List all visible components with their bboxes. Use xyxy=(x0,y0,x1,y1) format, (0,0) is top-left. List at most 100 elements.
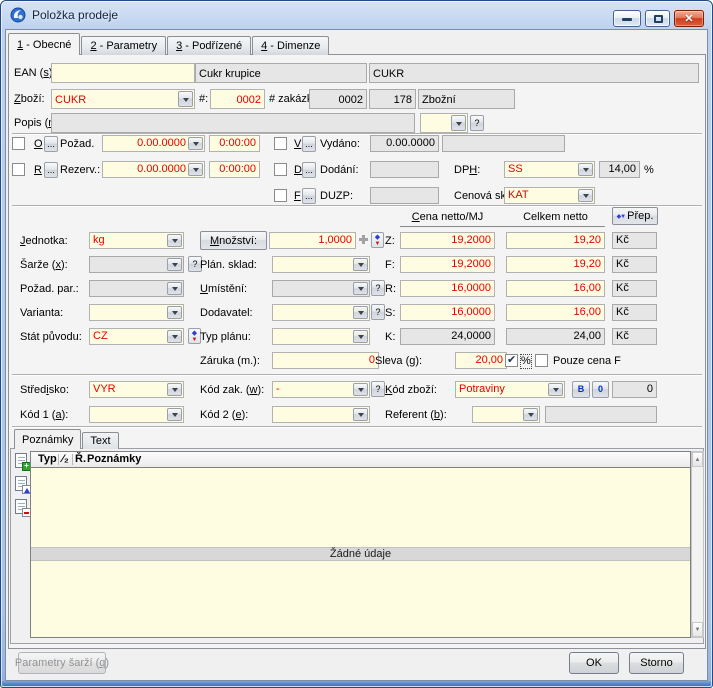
chevron-down-icon[interactable] xyxy=(167,258,182,271)
delivery-ellipsis-button[interactable]: ... xyxy=(302,162,316,178)
chevron-down-icon[interactable] xyxy=(548,383,563,396)
cancel-button[interactable]: Storno xyxy=(629,652,684,674)
price-group-combo[interactable]: KAT xyxy=(504,187,595,204)
chevron-down-icon[interactable] xyxy=(353,330,368,343)
price-s-unit-input[interactable]: 16,0000 xyxy=(400,304,495,321)
ean-input[interactable] xyxy=(51,63,195,83)
delete-note-button[interactable] xyxy=(14,499,31,517)
plan-type-combo[interactable] xyxy=(272,328,370,345)
vat-combo[interactable]: SS xyxy=(504,161,595,178)
price-z-total-input[interactable]: 19,20 xyxy=(506,232,605,249)
tab-poznamky[interactable]: Poznámky xyxy=(14,429,82,449)
minimize-button[interactable] xyxy=(613,10,641,27)
chevron-down-icon[interactable] xyxy=(167,383,182,396)
chevron-down-icon[interactable] xyxy=(578,189,593,202)
column-header-half[interactable]: ⁄₂ xyxy=(62,453,69,465)
warranty-input[interactable]: 0 xyxy=(272,352,379,369)
required-date-combo[interactable]: 0.00.0000 xyxy=(102,135,205,152)
notes-table[interactable]: Typ ⁄₂ Ř. Poznámky Žádné údaje xyxy=(30,451,691,638)
delivery-checkbox[interactable] xyxy=(274,163,287,176)
scroll-down-button[interactable]: ▼ xyxy=(692,622,703,637)
description-combo[interactable] xyxy=(420,113,468,133)
cost-center-combo[interactable]: VYR xyxy=(89,381,184,398)
product-combo[interactable]: CUKR xyxy=(51,89,195,109)
goods-code-b-button[interactable]: B xyxy=(572,381,590,398)
recalculate-button[interactable]: Přep. xyxy=(612,207,658,225)
tab-text[interactable]: Text xyxy=(82,432,119,449)
issued-checkbox[interactable] xyxy=(274,137,287,150)
required-checkbox[interactable] xyxy=(12,137,25,150)
tab-podrizene[interactable]: 3 - Podřízené xyxy=(167,36,252,55)
chevron-down-icon[interactable] xyxy=(451,115,466,131)
tab-dimenze[interactable]: 4 - Dimenze xyxy=(252,36,330,55)
notes-scrollbar[interactable]: ▲ ▼ xyxy=(691,451,704,638)
ok-button[interactable]: OK xyxy=(569,652,619,674)
required-ellipsis-button[interactable]: ... xyxy=(44,136,58,152)
reserved-time-input[interactable]: 0:00:00 xyxy=(209,161,260,178)
chevron-down-icon[interactable] xyxy=(167,330,182,343)
discount-input[interactable]: 20,00 xyxy=(455,352,507,369)
location-help-button[interactable]: ? xyxy=(371,280,385,296)
edit-note-button[interactable] xyxy=(14,476,31,494)
notes-table-header[interactable]: Typ ⁄₂ Ř. Poznámky xyxy=(31,452,690,468)
sequence-input[interactable]: 0002 xyxy=(210,89,265,109)
chevron-down-icon[interactable] xyxy=(167,234,182,247)
chevron-down-icon[interactable] xyxy=(178,91,193,107)
chevron-down-icon[interactable] xyxy=(353,282,368,295)
duzp-checkbox[interactable] xyxy=(274,189,287,202)
chevron-down-icon[interactable] xyxy=(188,137,203,150)
column-header-typ[interactable]: Typ xyxy=(38,453,57,465)
close-button[interactable] xyxy=(674,10,704,27)
order-code-combo[interactable]: - xyxy=(272,381,370,398)
chevron-down-icon[interactable] xyxy=(353,383,368,396)
batch-help-button[interactable]: ? xyxy=(188,256,202,272)
price-r-total-input[interactable]: 16,00 xyxy=(506,280,605,297)
plan-warehouse-combo[interactable] xyxy=(272,256,370,273)
chevron-down-icon[interactable] xyxy=(353,408,368,421)
price-f-unit-input[interactable]: 19,2000 xyxy=(400,256,495,273)
only-price-f-checkbox[interactable] xyxy=(535,354,548,367)
code1-combo[interactable] xyxy=(89,406,184,423)
description-help-button[interactable]: ? xyxy=(470,115,484,131)
chevron-down-icon[interactable] xyxy=(167,282,182,295)
maximize-button[interactable] xyxy=(645,10,670,27)
chevron-down-icon[interactable] xyxy=(353,258,368,271)
chevron-down-icon[interactable] xyxy=(167,408,182,421)
price-f-total-input[interactable]: 19,20 xyxy=(506,256,605,273)
recalc-z-icon-button[interactable] xyxy=(371,232,384,248)
goods-code-combo[interactable]: Potraviny xyxy=(455,381,565,398)
goods-code-o-button[interactable]: 0 xyxy=(592,381,609,398)
column-header-poznamky[interactable]: Poznámky xyxy=(87,453,142,465)
tab-parametry[interactable]: 2 - Parametry xyxy=(81,36,167,55)
discount-percent-checkbox[interactable] xyxy=(505,353,518,367)
variant-combo[interactable] xyxy=(89,304,184,321)
required-time-input[interactable]: 0:00:00 xyxy=(209,135,260,152)
code2-combo[interactable] xyxy=(272,406,370,423)
add-note-button[interactable] xyxy=(14,453,31,471)
supplier-help-button[interactable]: ? xyxy=(371,304,385,320)
issued-ellipsis-button[interactable]: ... xyxy=(302,136,316,152)
chevron-down-icon[interactable] xyxy=(578,163,593,176)
scroll-up-button[interactable]: ▲ xyxy=(692,452,703,467)
unit-combo[interactable]: kg xyxy=(89,232,184,249)
order-code-help-button[interactable]: ? xyxy=(371,381,385,397)
supplier-combo[interactable] xyxy=(272,304,370,321)
reserved-date-combo[interactable]: 0.00.0000 xyxy=(102,161,205,178)
chevron-down-icon[interactable] xyxy=(353,306,368,319)
titlebar[interactable]: Položka prodeje xyxy=(1,1,712,29)
referent-combo[interactable] xyxy=(472,406,540,423)
origin-country-combo[interactable]: CZ xyxy=(89,328,184,345)
quantity-input[interactable]: 1,0000 xyxy=(269,232,356,249)
origin-country-recalc-icon-button[interactable] xyxy=(188,328,201,344)
column-header-line[interactable]: Ř. xyxy=(75,453,86,465)
chevron-down-icon[interactable] xyxy=(167,306,182,319)
chevron-down-icon[interactable] xyxy=(523,408,538,421)
price-r-unit-input[interactable]: 16,0000 xyxy=(400,280,495,297)
reserved-ellipsis-button[interactable]: ... xyxy=(44,162,58,178)
price-z-unit-input[interactable]: 19,2000 xyxy=(400,232,495,249)
price-s-total-input[interactable]: 16,00 xyxy=(506,304,605,321)
reserved-checkbox[interactable] xyxy=(12,163,25,176)
chevron-down-icon[interactable] xyxy=(188,163,203,176)
tab-obecne[interactable]: 1 - Obecné xyxy=(8,33,81,55)
